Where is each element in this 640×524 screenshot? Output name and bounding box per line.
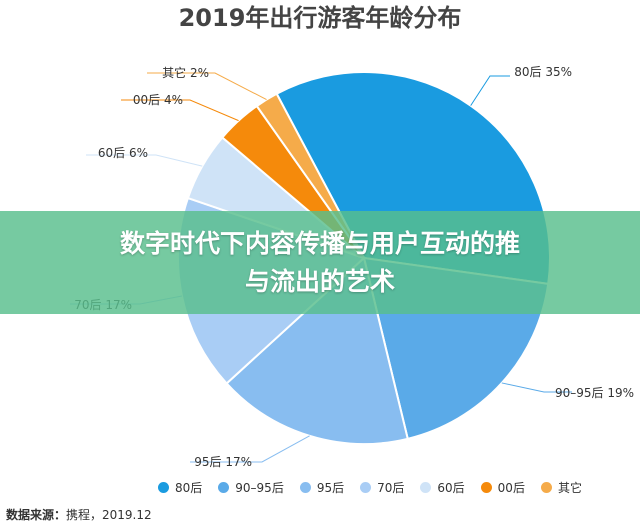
legend-item-0: 80后 bbox=[158, 479, 202, 496]
legend-label-1: 90–95后 bbox=[235, 480, 284, 495]
source-text: 携程，2019.12 bbox=[66, 508, 152, 522]
chart-title: 2019年出行游客年龄分布 bbox=[178, 4, 462, 32]
legend-swatch-4 bbox=[420, 481, 432, 493]
legend-label-2: 95后 bbox=[316, 480, 345, 495]
legend-item-2: 95后 bbox=[299, 479, 345, 496]
legend-label-0: 80后 bbox=[175, 480, 203, 495]
slice-label-2: 95后 17% bbox=[194, 455, 252, 469]
legend-swatch-1 bbox=[218, 481, 230, 493]
slice-label-5: 00后 4% bbox=[133, 93, 183, 107]
leader-line-4 bbox=[86, 154, 203, 167]
source-label: 数据来源： bbox=[6, 508, 67, 522]
chart-legend: 80后 90–95后 95后 70后 60后 00后 其它 bbox=[158, 478, 582, 496]
legend-item-1: 90–95后 bbox=[218, 479, 284, 496]
legend-label-3: 70后 bbox=[377, 480, 405, 495]
leader-line-5 bbox=[121, 99, 239, 122]
legend-label-4: 60后 bbox=[437, 480, 465, 495]
legend-item-5: 00后 bbox=[480, 479, 525, 496]
legend-item-4: 60后 bbox=[420, 479, 465, 496]
slice-label-4: 60后 6% bbox=[98, 146, 148, 160]
legend-item-3: 70后 bbox=[360, 479, 404, 496]
legend-swatch-6 bbox=[540, 481, 552, 493]
legend-item-6: 其它 bbox=[540, 479, 582, 496]
overlay-banner: 数字时代下内容传播与用户互动的推 与流出的艺术 bbox=[0, 211, 640, 314]
banner-line-2: 与流出的艺术 bbox=[244, 266, 395, 296]
leader-line-1 bbox=[501, 382, 572, 393]
legend-swatch-3 bbox=[360, 481, 372, 493]
source-note: 数据来源：携程，2019.12 bbox=[6, 506, 152, 523]
leader-line-6 bbox=[147, 72, 267, 101]
legend-swatch-0 bbox=[158, 481, 169, 493]
legend-swatch-5 bbox=[480, 481, 492, 493]
slice-label-0: 80后 35% bbox=[514, 65, 572, 79]
legend-label-6: 其它 bbox=[557, 480, 582, 495]
legend-swatch-2 bbox=[299, 481, 311, 493]
legend-label-5: 00后 bbox=[497, 480, 525, 495]
leader-line-0 bbox=[470, 75, 510, 106]
banner-line-1: 数字时代下内容传播与用户互动的推 bbox=[119, 228, 520, 258]
slice-label-6: 其它 2% bbox=[162, 65, 209, 80]
leader-line-2 bbox=[190, 435, 310, 463]
slice-label-1: 90–95后 19% bbox=[555, 386, 634, 400]
